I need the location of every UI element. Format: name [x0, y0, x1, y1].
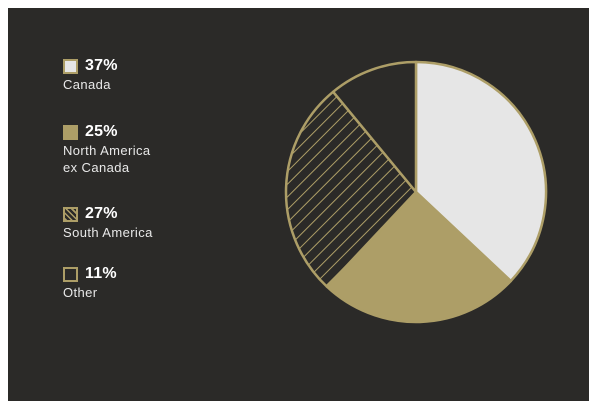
legend-pct-north-america: 25%: [85, 123, 118, 140]
legend-pct-canada: 37%: [85, 57, 118, 74]
legend-label-south-america: South America: [63, 225, 153, 240]
legend-label-canada: Canada: [63, 77, 111, 92]
pie-slice-north-america-ex-canada: [325, 190, 513, 324]
legend-swatch-north-america: [63, 124, 78, 140]
legend-swatch-canada: [63, 58, 78, 74]
legend-swatch-other: [63, 266, 78, 282]
pie-slice-canada: [414, 60, 548, 283]
pie-slice-south-america: [284, 90, 418, 289]
legend-swatch-south-america: [63, 206, 78, 222]
legend-item-canada: 37% Canada: [63, 56, 118, 93]
legend-label-north-america-line1: North America: [63, 143, 151, 158]
legend-item-other: 11% Other: [63, 264, 117, 301]
legend-item-south-america: 27% South America: [63, 204, 153, 241]
legend-label-north-america-line2: ex Canada: [63, 160, 130, 175]
legend-pct-south-america: 27%: [85, 205, 118, 222]
legend-item-north-america: 25% North America ex Canada: [63, 122, 151, 176]
legend-label-other: Other: [63, 285, 98, 300]
pie-slice-other: [331, 60, 418, 194]
legend-pct-other: 11%: [85, 265, 117, 282]
